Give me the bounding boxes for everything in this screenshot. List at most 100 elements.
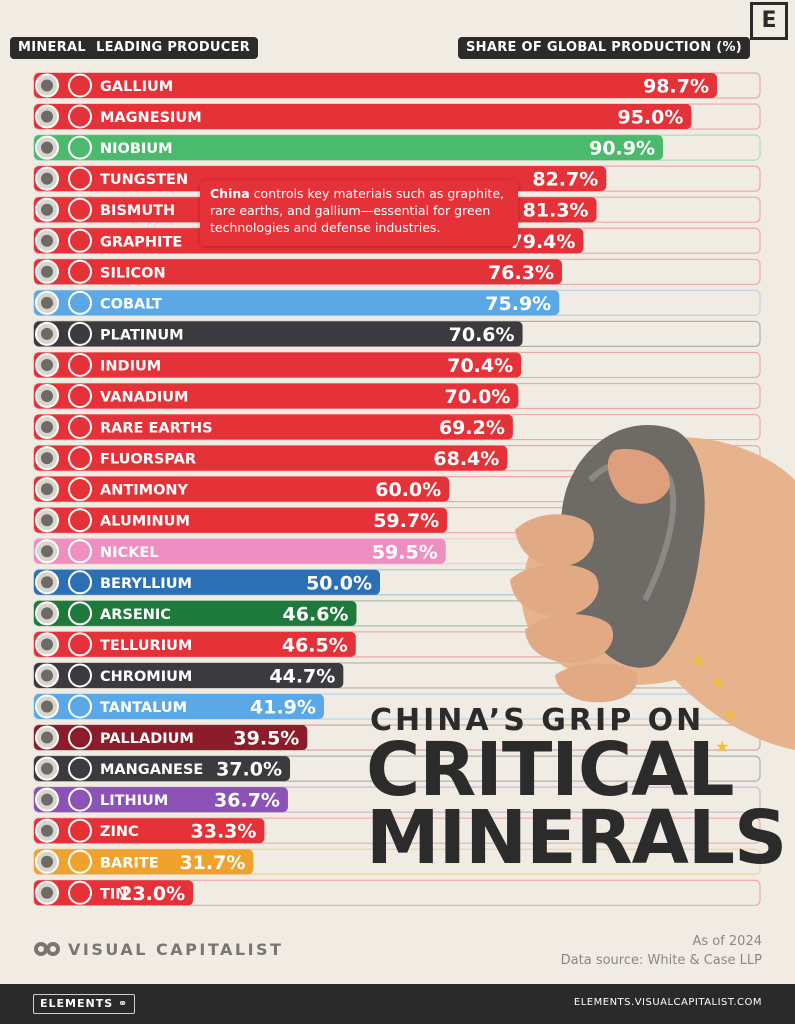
mineral-rock-icon <box>41 483 53 496</box>
bar <box>34 631 356 657</box>
flag-icon <box>68 73 92 98</box>
bar-row: PLATINUM 70.6% <box>33 320 761 347</box>
flag-icon <box>68 166 92 191</box>
bar <box>34 600 357 626</box>
value-label: 46.5% <box>282 634 348 656</box>
value-label: 59.5% <box>372 541 438 563</box>
value-label: 36.7% <box>214 790 280 812</box>
mineral-label: TANTALUM <box>100 700 187 716</box>
bar-row: BARITE 31.7% <box>33 848 761 875</box>
bar <box>34 725 308 751</box>
mineral-rock-icon <box>41 700 53 713</box>
mineral-rock-icon <box>41 327 53 340</box>
mineral-rock-icon <box>41 545 53 558</box>
elements-logo-icon: E <box>750 2 788 40</box>
callout-note: China controls key materials such as gra… <box>200 180 518 246</box>
mineral-rock-icon <box>41 886 53 899</box>
bar-row: TANTALUM 41.9% <box>33 693 761 720</box>
value-label: 33.3% <box>191 821 257 843</box>
flag-icon <box>68 135 92 160</box>
bar <box>34 694 324 719</box>
mineral-rock-icon <box>41 296 53 309</box>
mineral-label: CHROMIUM <box>100 669 192 685</box>
flag-icon <box>68 663 92 688</box>
source-block: As of 2024 Data source: White & Case LLP <box>561 932 762 970</box>
mineral-label: RARE EARTHS <box>100 421 213 437</box>
mineral-rock-icon <box>41 669 53 682</box>
mineral-rock-icon <box>41 358 53 371</box>
flag-icon <box>68 694 92 719</box>
bar <box>34 414 513 440</box>
mineral-label: ZINC <box>100 824 139 840</box>
bar <box>34 787 288 813</box>
mineral-label: SILICON <box>100 265 166 281</box>
value-label: 50.0% <box>306 572 372 594</box>
value-label: 76.3% <box>488 262 554 284</box>
mineral-rock-icon <box>41 79 53 92</box>
title-critical: CRITICAL <box>366 727 735 813</box>
bar <box>34 290 560 316</box>
mineral-label: MANGANESE <box>100 762 203 778</box>
mineral-label: VANADIUM <box>100 390 188 406</box>
flag-icon <box>68 756 92 781</box>
bar <box>34 445 508 471</box>
mineral-rock-icon <box>41 203 53 216</box>
mineral-rock-icon <box>41 452 53 465</box>
mineral-rock-icon <box>41 762 53 775</box>
flag-icon <box>68 290 92 315</box>
mineral-rock-icon <box>41 793 53 806</box>
data-source: Data source: White & Case LLP <box>560 953 762 968</box>
bar-row: SILICON 76.3% <box>33 258 761 285</box>
elements-badge: ELEMENTS ⚭ <box>33 994 136 1014</box>
value-label: 68.4% <box>433 448 499 470</box>
value-label: 31.7% <box>179 852 245 874</box>
mineral-rock-icon <box>41 141 53 154</box>
value-label: 95.0% <box>617 107 683 129</box>
value-label: 90.9% <box>589 138 655 160</box>
bar-row: ANTIMONY 60.0% <box>33 476 761 503</box>
bar-row: COBALT 75.9% <box>33 289 761 316</box>
value-label: 70.6% <box>449 324 515 346</box>
mineral-rock-icon <box>41 110 53 123</box>
elements-link-icon: ⚭ <box>117 997 129 1010</box>
value-label: 39.5% <box>233 728 299 750</box>
value-label: 81.3% <box>523 200 589 222</box>
value-label: 79.4% <box>510 231 576 253</box>
bar-row: BERYLLIUM 50.0% <box>33 569 761 596</box>
flag-icon <box>68 818 92 843</box>
mineral-rock-icon <box>41 824 53 837</box>
flag-icon <box>68 197 92 222</box>
bar-row: LITHIUM 36.7% <box>33 786 761 813</box>
value-label: 59.7% <box>373 510 439 532</box>
flag-icon <box>68 477 92 502</box>
bar-row: NIOBIUM 90.9% <box>33 134 761 161</box>
mineral-label: GALLIUM <box>100 79 173 95</box>
bar <box>34 383 519 409</box>
mineral-label: GRAPHITE <box>100 234 182 250</box>
svg-text:★: ★ <box>691 651 705 670</box>
bar-row: MANGANESE 37.0% <box>33 755 761 782</box>
bar <box>34 73 718 98</box>
value-label: 69.2% <box>439 417 505 439</box>
title-line-2: CRITICAL MINERALS <box>366 727 787 881</box>
flag-icon <box>68 632 92 657</box>
bar <box>34 818 265 844</box>
svg-text:★: ★ <box>711 673 725 692</box>
title-line-1: CHINA’S GRIP ON <box>370 703 705 738</box>
mineral-label: PALLADIUM <box>100 731 194 747</box>
bar-row: ZINC 33.3% <box>33 817 761 844</box>
mineral-rock-icon <box>41 514 53 527</box>
mineral-rock-icon <box>41 234 53 247</box>
bar <box>34 259 562 285</box>
flag-icon <box>68 446 92 471</box>
footer-url[interactable]: ELEMENTS.VISUALCAPITALIST.COM <box>573 997 762 1008</box>
as-of-date: As of 2024 <box>692 934 762 949</box>
mineral-rock-icon <box>41 390 53 402</box>
flag-icon <box>68 849 92 874</box>
callout-text: controls key materials such as graphite,… <box>210 186 504 235</box>
title-minerals: MINERALS <box>366 795 787 881</box>
flag-icon <box>68 539 92 564</box>
mineral-rock-icon <box>41 421 53 434</box>
mineral-label: ANTIMONY <box>100 483 189 499</box>
